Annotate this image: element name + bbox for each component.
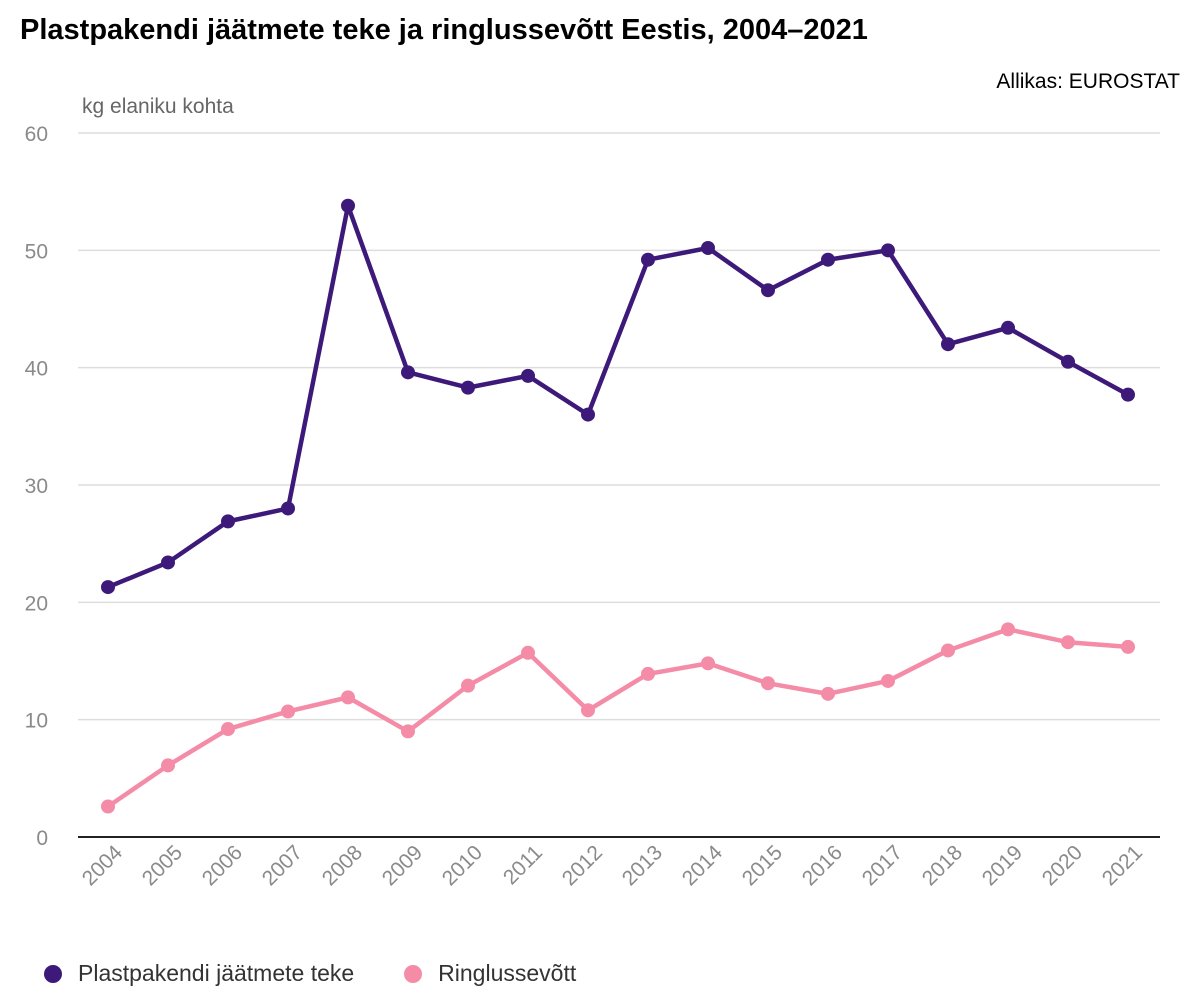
data-point <box>341 690 355 705</box>
data-point <box>221 722 235 737</box>
y-axis-ticks: 0 10 20 30 40 50 60 <box>25 123 48 850</box>
data-point <box>101 799 115 814</box>
data-point <box>1061 354 1075 369</box>
series-group <box>101 198 1135 814</box>
series-line <box>105 627 1131 809</box>
y-tick-label: 10 <box>25 710 48 733</box>
x-tick-label: 2006 <box>198 841 247 890</box>
data-point <box>101 580 115 595</box>
data-point <box>521 368 535 383</box>
x-tick-label: 2017 <box>858 841 907 890</box>
data-point <box>701 240 715 255</box>
data-point <box>881 673 895 688</box>
data-point <box>281 501 295 516</box>
data-point <box>581 407 595 422</box>
y-tick-label: 40 <box>25 358 48 381</box>
data-point <box>1061 635 1075 650</box>
data-point <box>461 678 475 693</box>
x-tick-label: 2018 <box>918 841 967 890</box>
data-point <box>221 514 235 529</box>
data-point <box>641 666 655 681</box>
data-point <box>281 704 295 719</box>
data-point <box>401 724 415 739</box>
x-tick-label: 2019 <box>978 841 1027 890</box>
data-point <box>1001 622 1015 637</box>
x-tick-label: 2011 <box>499 841 547 889</box>
y-axis-label: kg elaniku kohta <box>82 95 234 118</box>
legend: Plastpakendi jäätmete teke Ringlussevõtt <box>44 960 626 987</box>
x-tick-label: 2012 <box>558 841 607 890</box>
y-tick-label: 0 <box>36 827 48 850</box>
legend-item-generation: Plastpakendi jäätmete teke <box>44 960 354 987</box>
x-tick-label: 2014 <box>678 841 728 891</box>
x-tick-label: 2005 <box>138 841 187 890</box>
gridlines <box>78 132 1160 838</box>
data-point <box>761 283 775 298</box>
data-point <box>581 703 595 718</box>
x-tick-label: 2004 <box>78 841 128 891</box>
x-tick-label: 2008 <box>318 841 367 890</box>
data-point <box>401 365 415 380</box>
x-tick-label: 2021 <box>1098 841 1147 890</box>
data-point <box>941 643 955 658</box>
y-tick-label: 50 <box>25 240 48 263</box>
x-tick-label: 2013 <box>618 841 667 890</box>
data-point <box>701 656 715 671</box>
legend-marker-generation <box>44 964 62 983</box>
legend-marker-recycling <box>404 964 423 983</box>
y-tick-label: 60 <box>25 123 48 146</box>
data-point <box>881 243 895 258</box>
data-point <box>1121 387 1135 402</box>
x-tick-label: 2020 <box>1038 841 1087 890</box>
x-tick-label: 2010 <box>438 841 487 890</box>
data-point <box>641 252 655 267</box>
data-point <box>821 252 835 267</box>
series-1 <box>101 622 1135 814</box>
data-point <box>1121 639 1135 654</box>
data-point <box>461 380 475 395</box>
y-tick-label: 20 <box>25 592 48 615</box>
source-note: Allikas: EUROSTAT <box>996 70 1180 93</box>
series-0 <box>101 198 1135 595</box>
data-point <box>341 198 355 213</box>
data-point <box>761 676 775 691</box>
data-point <box>521 645 535 660</box>
y-tick-label: 30 <box>25 475 48 498</box>
legend-label-recycling: Ringlussevõtt <box>438 960 577 986</box>
series-line <box>105 203 1131 590</box>
x-tick-label: 2009 <box>378 841 427 890</box>
data-point <box>1001 320 1015 335</box>
chart-title: Plastpakendi jäätmete teke ja ringlussev… <box>20 14 868 46</box>
x-tick-label: 2015 <box>738 841 787 890</box>
legend-item-recycling: Ringlussevõtt <box>404 960 576 987</box>
x-tick-label: 2007 <box>258 841 307 890</box>
x-axis-ticks: 2004 2005 2006 2007 2008 2009 2010 2011 2012 2013… <box>78 841 1147 891</box>
data-point <box>161 555 175 570</box>
x-tick-label: 2016 <box>798 841 847 890</box>
legend-label-generation: Plastpakendi jäätmete teke <box>78 960 355 986</box>
data-point <box>821 686 835 701</box>
data-point <box>161 758 175 773</box>
data-point <box>941 337 955 352</box>
